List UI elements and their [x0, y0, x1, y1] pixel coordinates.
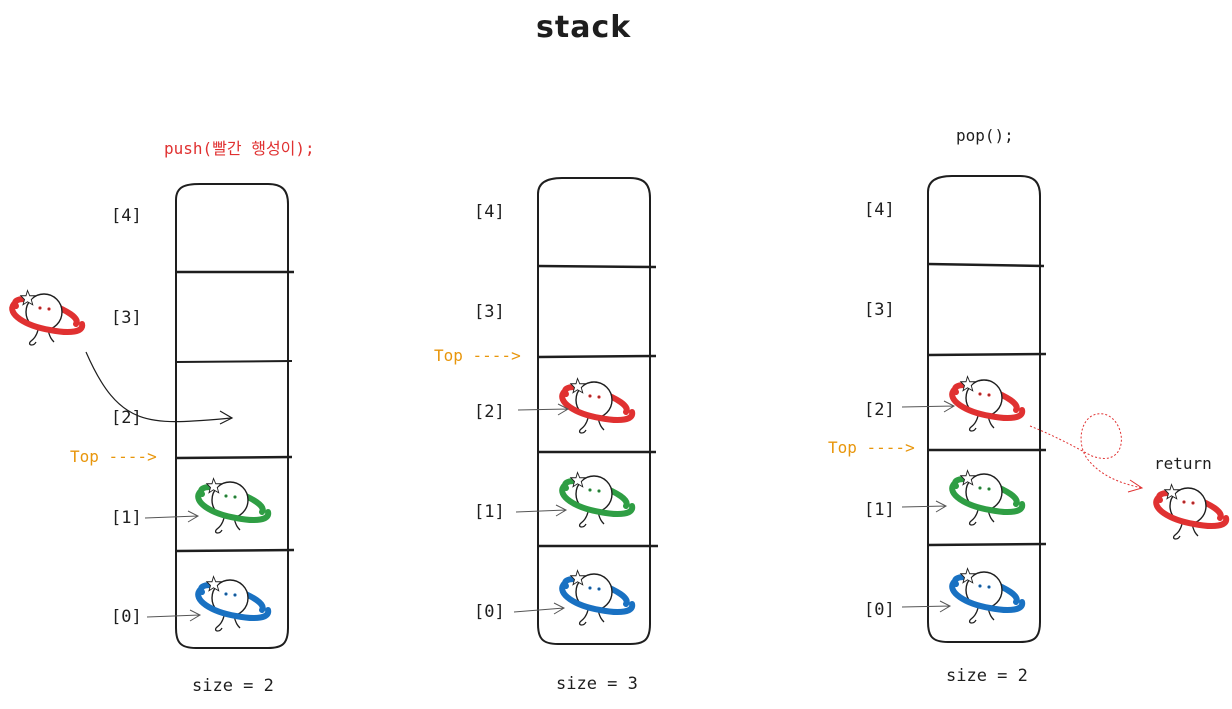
planet-icon: [562, 473, 632, 528]
stack2-top-pointer: Top ---->: [434, 346, 521, 365]
stack1-size-label: size = 2: [192, 676, 274, 696]
stack1-top-pointer: Top ---->: [70, 447, 157, 466]
stack1-index-1: [1]: [111, 508, 142, 528]
stack3-index-1: [1]: [864, 500, 895, 520]
stack3-top-pointer: Top ---->: [828, 438, 915, 457]
stack3-index-3: [3]: [864, 300, 895, 320]
pop-arrow: [1029, 413, 1143, 489]
stack1-index-3: [3]: [111, 308, 142, 328]
push-operation-label: push(빨간 행성이);: [164, 139, 315, 158]
stack1-container: [175, 183, 295, 649]
stack3-container: [927, 175, 1047, 643]
planet-icon: [562, 571, 632, 626]
stack2-container: [537, 177, 658, 645]
planet-icon: [952, 471, 1022, 526]
stack1-index-0: [0]: [111, 607, 142, 627]
diagram-title: stack: [536, 10, 632, 45]
planet-icon: [198, 577, 268, 632]
stack2-index-1: [1]: [474, 502, 505, 522]
stack3-size-label: size = 2: [946, 666, 1028, 686]
planet-icon: [1156, 485, 1226, 540]
planet-icon: [952, 377, 1022, 432]
stack2-size-label: size = 3: [556, 674, 638, 694]
stack2-index-3: [3]: [474, 302, 505, 322]
stack3-index-0: [0]: [864, 600, 895, 620]
stack2-index-4: [4]: [474, 202, 505, 222]
stack2-index-0: [0]: [474, 602, 505, 622]
stack1-index-4: [4]: [111, 206, 142, 226]
stack3-index-2: [2]: [864, 400, 895, 420]
planet-icon: [12, 291, 82, 346]
pop-operation-label: pop();: [956, 126, 1014, 145]
planet-icon: [198, 479, 268, 534]
planet-icon: [562, 379, 632, 434]
planet-icon: [952, 569, 1022, 624]
stack1-index-2: [2]: [111, 408, 142, 428]
return-label: return: [1154, 454, 1212, 473]
push-arrow: [85, 351, 233, 423]
stack3-index-4: [4]: [864, 200, 895, 220]
stack2-index-2: [2]: [474, 402, 505, 422]
